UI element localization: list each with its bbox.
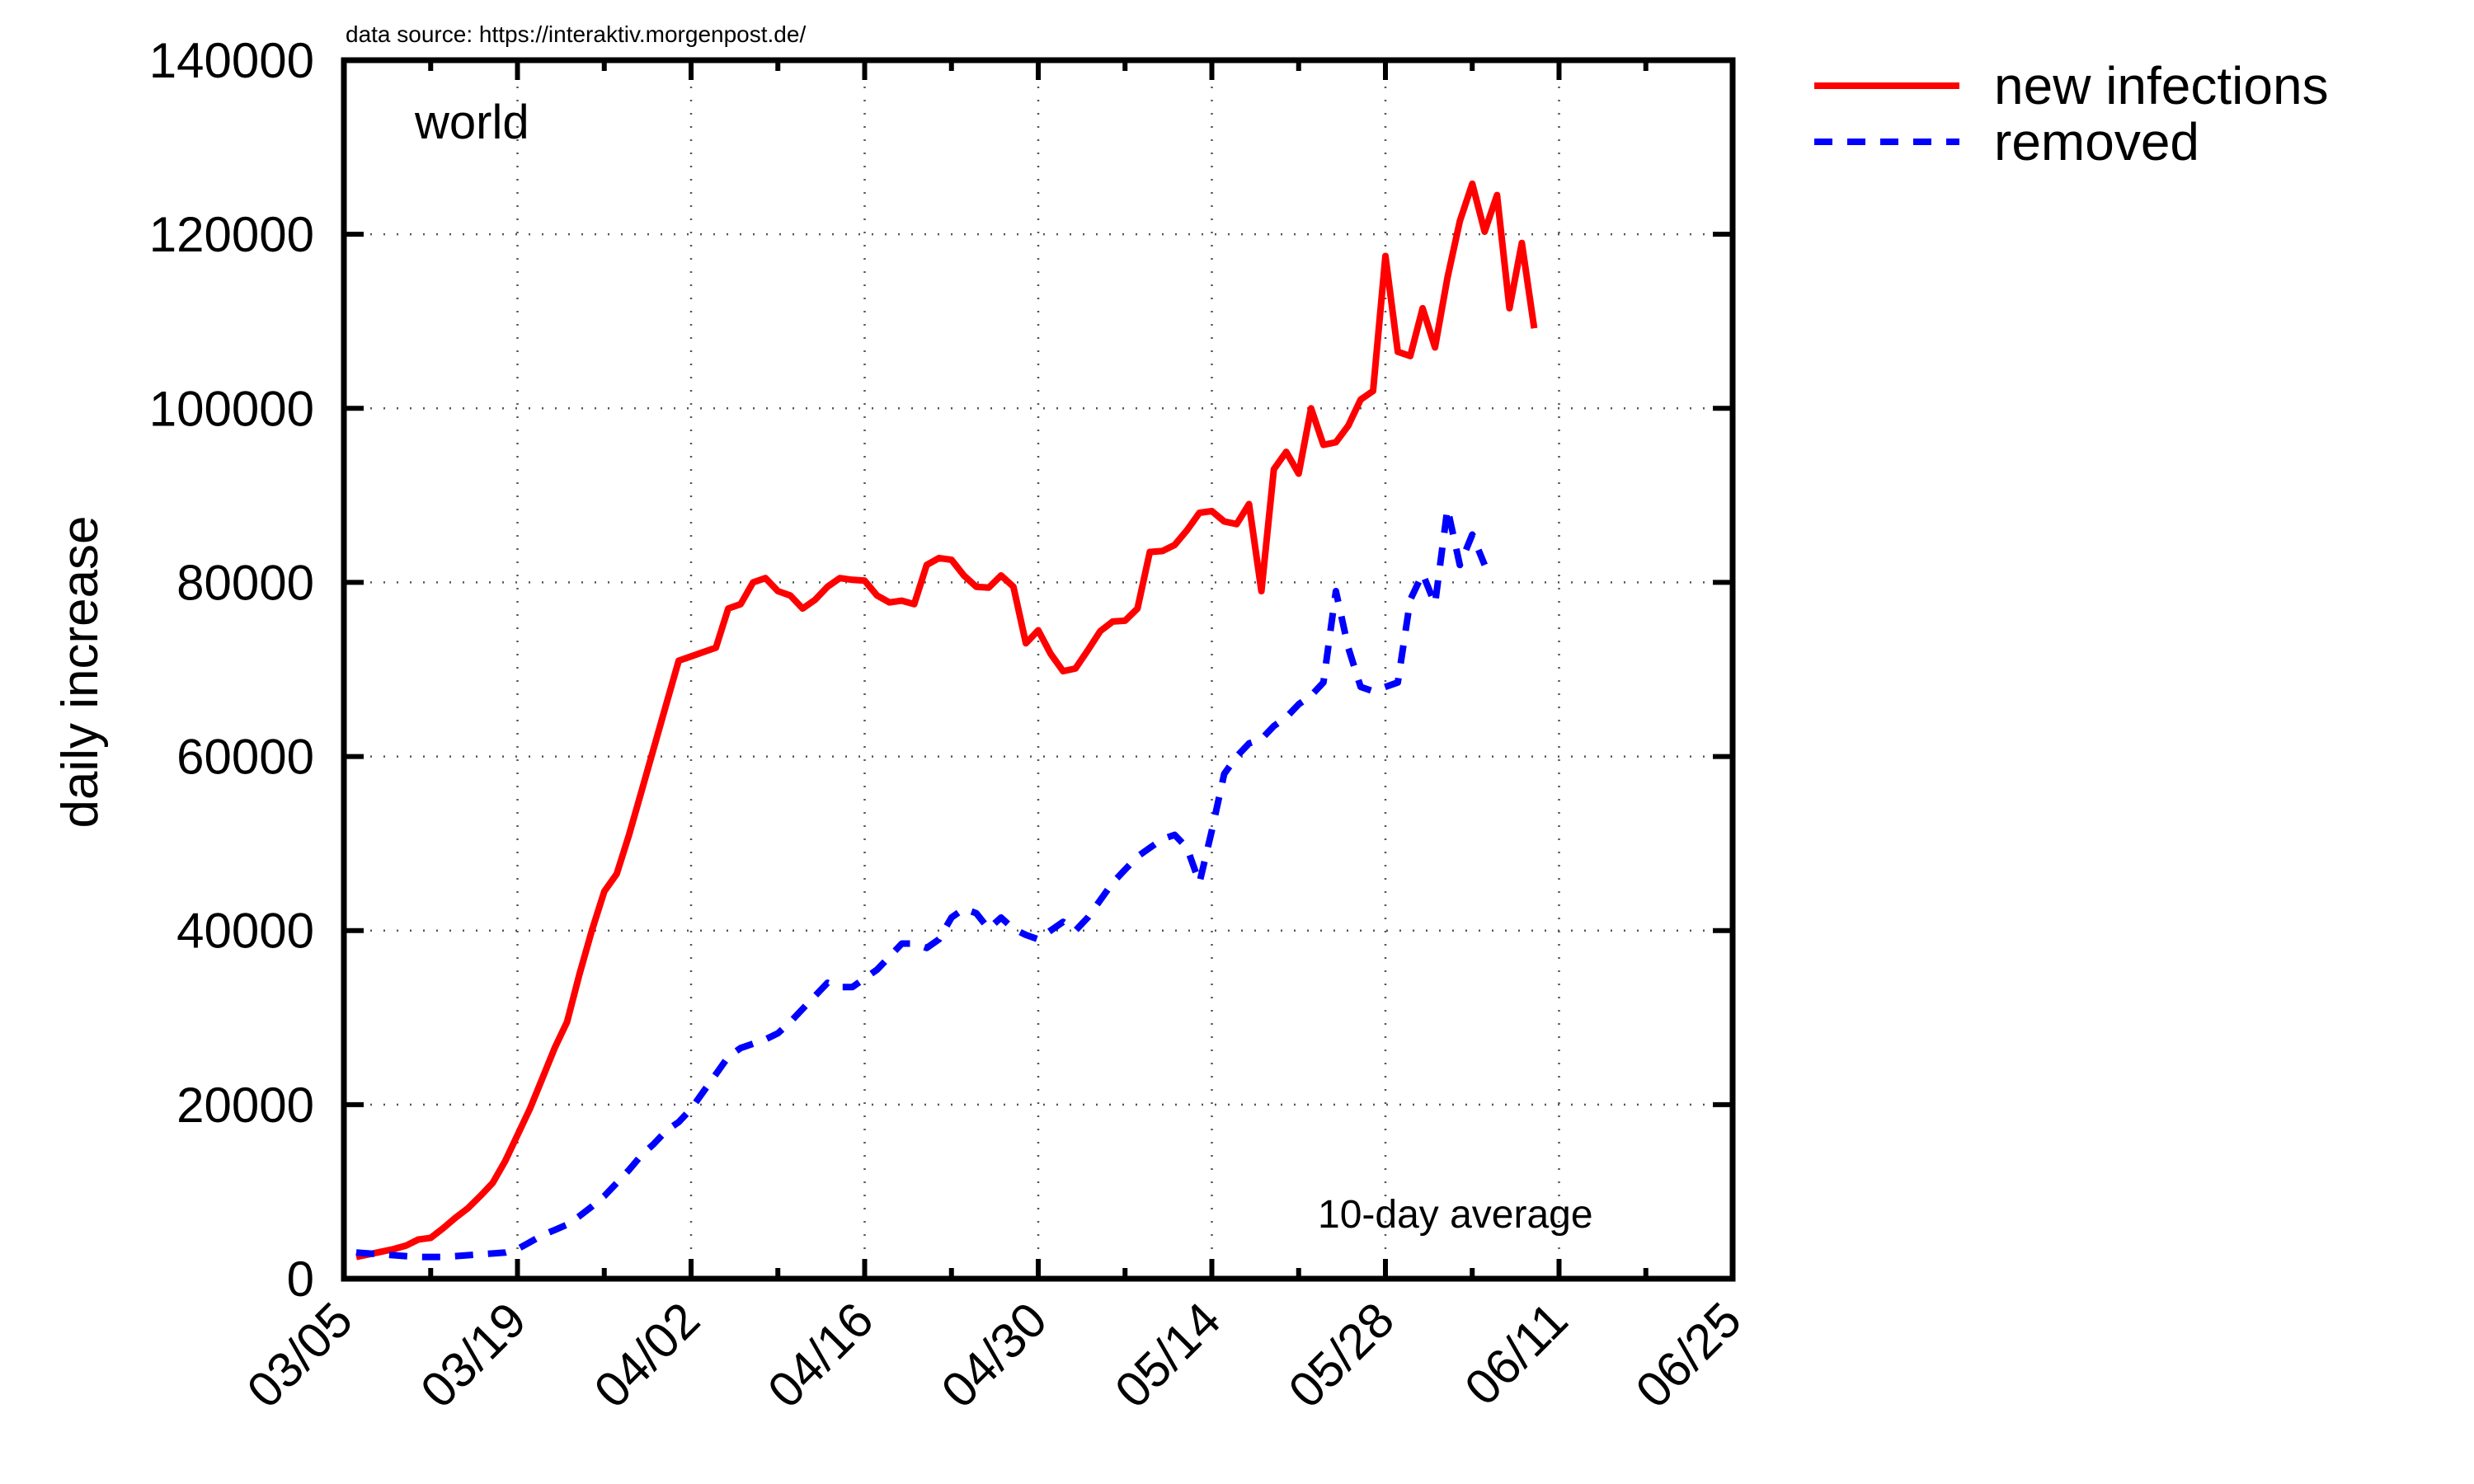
series-line-new-infections xyxy=(355,180,1538,1261)
x-tick-label: 04/02 xyxy=(584,1292,711,1419)
y-tick-label: 0 xyxy=(287,1252,314,1307)
y-tick-label: 120000 xyxy=(149,207,314,262)
y-tick-label: 40000 xyxy=(176,904,314,959)
series-layer xyxy=(355,180,1538,1261)
x-tick-label: 05/14 xyxy=(1104,1292,1231,1419)
ticks xyxy=(341,58,1735,1281)
y-tick-label: 60000 xyxy=(176,730,314,785)
x-tick-label: 03/05 xyxy=(237,1292,364,1419)
legend: new infections removed xyxy=(1814,56,2329,171)
x-tick-label: 06/25 xyxy=(1625,1292,1752,1419)
source-note: data source: https://interaktiv.morgenpo… xyxy=(346,21,806,47)
legend-label-new-infections: new infections xyxy=(1994,56,2329,115)
x-tick-label: 03/19 xyxy=(410,1292,537,1419)
y-tick-label: 140000 xyxy=(149,33,314,88)
y-axis-title: daily increase xyxy=(52,515,109,828)
average-note: 10-day average xyxy=(1318,1193,1593,1237)
y-tick-label: 80000 xyxy=(176,555,314,610)
x-tick-label: 06/11 xyxy=(1454,1292,1578,1416)
y-tick-label: 100000 xyxy=(149,381,314,436)
x-tick-label: 04/30 xyxy=(931,1292,1058,1419)
y-tick-labels: 0 20000 40000 60000 80000 100000 120000 140000 xyxy=(149,33,314,1307)
region-label: world xyxy=(414,96,529,149)
y-tick-label: 20000 xyxy=(176,1078,314,1133)
legend-label-removed: removed xyxy=(1994,112,2199,171)
x-tick-label: 05/28 xyxy=(1278,1292,1405,1419)
series-line-removed xyxy=(355,505,1489,1261)
x-tick-labels: 03/05 03/19 04/02 04/16 04/30 05/14 05/28 06/11… xyxy=(237,1292,1752,1419)
x-tick-label: 04/16 xyxy=(757,1292,884,1419)
